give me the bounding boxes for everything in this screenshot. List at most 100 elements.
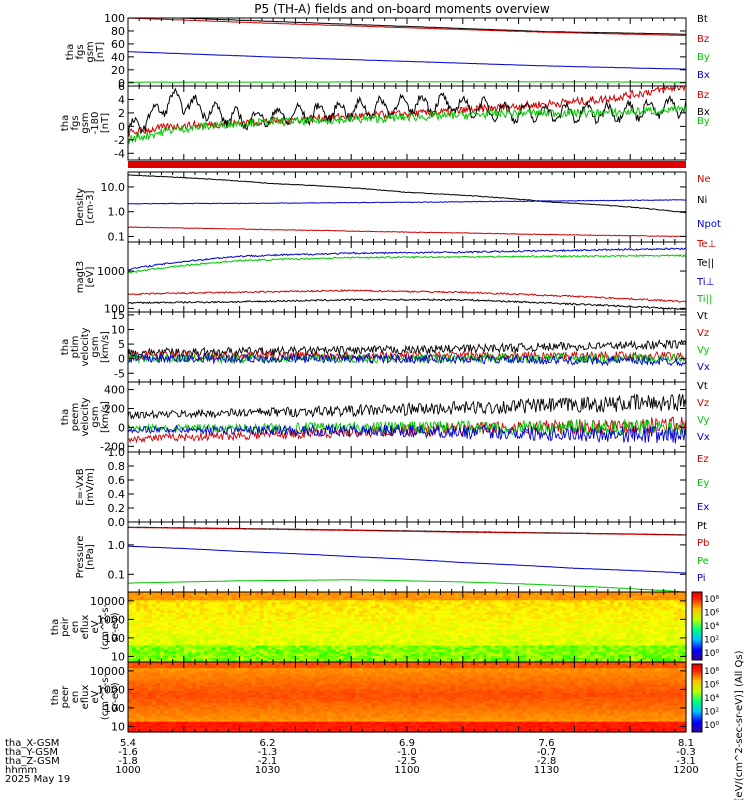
- heatmap-cell: [231, 643, 237, 647]
- heatmap-cell: [347, 633, 352, 636]
- series-line-fgs-1: [127, 17, 687, 37]
- heatmap-cell: [211, 627, 217, 630]
- heatmap-cell: [355, 655, 360, 659]
- heatmap-cell: [438, 635, 444, 638]
- heatmap-cell: [235, 616, 241, 620]
- heatmap-cell: [235, 600, 241, 603]
- heatmap-cell: [522, 594, 528, 597]
- heatmap-cell: [327, 600, 332, 603]
- heatmap-cell: [347, 659, 352, 663]
- heatmap-cell: [414, 643, 420, 647]
- heatmap-cell: [526, 659, 532, 663]
- heatmap-cell: [430, 598, 436, 601]
- heatmap-cell: [235, 606, 241, 610]
- heatmap-cell: [486, 639, 492, 643]
- heatmap-cell: [518, 620, 524, 624]
- heatmap-cell: [259, 627, 265, 630]
- heatmap-cell: [558, 633, 564, 636]
- heatmap-cell: [239, 600, 245, 603]
- heatmap-cell: [251, 596, 257, 599]
- heatmap-cell: [494, 657, 500, 661]
- heatmap-cell: [530, 657, 536, 661]
- heatmap-cell: [387, 627, 392, 630]
- heatmap-cell: [255, 647, 261, 651]
- heatmap-cell: [203, 635, 209, 638]
- heatmap-cell: [247, 641, 253, 645]
- heatmap-cell: [271, 653, 277, 657]
- y-axis-label-line: tha: [60, 115, 71, 131]
- heatmap-cell: [590, 633, 595, 636]
- heatmap-cell: [518, 592, 524, 595]
- heatmap-cell: [590, 629, 595, 632]
- heatmap-cell: [303, 635, 308, 638]
- heatmap-cell: [474, 651, 480, 655]
- heatmap-cell: [299, 602, 304, 605]
- heatmap-cell: [466, 635, 472, 638]
- y-axis-label-line: gsm: [90, 336, 101, 357]
- heatmap-cell: [371, 639, 376, 643]
- heatmap-cell: [450, 647, 456, 651]
- heatmap-cell: [199, 657, 205, 661]
- heatmap-cell: [450, 622, 456, 626]
- heatmap-cell: [255, 633, 261, 636]
- heatmap-cell: [478, 624, 484, 628]
- heatmap-cell: [542, 602, 548, 605]
- heatmap-cell: [359, 629, 364, 632]
- heatmap-cell: [251, 649, 257, 653]
- heatmap-cell: [263, 649, 269, 653]
- heatmap-cell: [434, 629, 440, 632]
- heatmap-cell: [391, 600, 396, 603]
- heatmap-cell: [331, 655, 336, 659]
- heatmap-cell: [335, 637, 340, 640]
- heatmap-cell: [506, 653, 512, 657]
- heatmap-cell: [403, 604, 408, 608]
- heatmap-cell: [478, 602, 484, 605]
- heatmap-cell: [159, 600, 165, 603]
- heatmap-cell: [347, 655, 352, 659]
- heatmap-cell: [219, 641, 225, 645]
- heatmap-cell: [247, 596, 253, 599]
- heatmap-cell: [534, 612, 540, 616]
- heatmap-cell: [506, 659, 512, 663]
- heatmap-cell: [267, 655, 273, 659]
- heatmap-cell: [395, 629, 400, 632]
- heatmap-cell: [187, 616, 193, 620]
- heatmap-cell: [215, 635, 221, 638]
- heatmap-cell: [291, 643, 296, 647]
- heatmap-cell: [135, 629, 141, 632]
- heatmap-cell: [299, 624, 304, 628]
- heatmap-cell: [486, 635, 492, 638]
- heatmap-cell: [582, 635, 587, 638]
- heatmap-cell: [331, 639, 336, 643]
- heatmap-cell: [331, 631, 336, 634]
- heatmap-cell: [135, 608, 141, 612]
- heatmap-cell: [239, 647, 245, 651]
- heatmap-cell: [331, 618, 336, 622]
- heatmap-cell: [506, 637, 512, 640]
- heatmap-cell: [323, 622, 328, 626]
- heatmap-cell: [335, 627, 340, 630]
- heatmap-cell: [283, 618, 289, 622]
- heatmap-cell: [446, 643, 452, 647]
- heatmap-cell: [546, 622, 552, 626]
- heatmap-cell: [319, 629, 324, 632]
- heatmap-cell: [490, 655, 496, 659]
- heatmap-cell: [474, 594, 480, 597]
- heatmap-cell: [430, 641, 436, 645]
- heatmap-cell: [223, 616, 229, 620]
- heatmap-cell: [387, 614, 392, 618]
- heatmap-cell: [442, 602, 448, 605]
- heatmap-cell: [466, 639, 472, 643]
- heatmap-cell: [347, 649, 352, 653]
- heatmap-cell: [530, 635, 536, 638]
- heatmap-cell: [391, 633, 396, 636]
- heatmap-cell: [299, 596, 304, 599]
- heatmap-cell: [407, 651, 412, 655]
- heatmap-cell: [450, 608, 456, 612]
- heatmap-cell: [422, 594, 428, 597]
- heatmap-cell: [183, 655, 189, 659]
- heatmap-cell: [387, 651, 392, 655]
- heatmap-cell: [255, 602, 261, 605]
- heatmap-cell: [215, 641, 221, 645]
- heatmap-cell: [494, 659, 500, 663]
